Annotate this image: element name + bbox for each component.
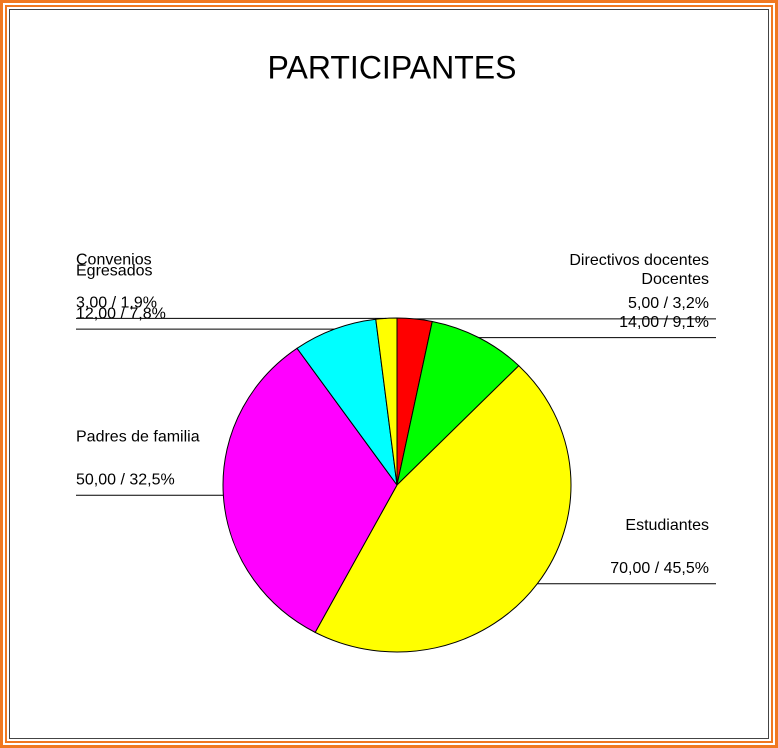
pie-slice <box>375 317 398 486</box>
category-label: Padres de familia <box>76 428 200 445</box>
inner-frame <box>5 5 773 743</box>
category-label: Directivos docentes <box>569 252 709 269</box>
value-label: 50,00 / 32,5% <box>76 471 175 488</box>
value-label: 5,00 / 3,2% <box>628 295 709 312</box>
category-label: Estudiantes <box>625 517 709 534</box>
category-label: Egresados <box>76 262 153 279</box>
pie-slice <box>396 320 520 487</box>
pie-slice <box>314 365 572 653</box>
plot-frame <box>9 9 769 739</box>
value-label: 70,00 / 45,5% <box>610 560 709 577</box>
chart-title: PARTICIPANTES <box>268 49 517 85</box>
value-label: 14,00 / 9,1% <box>619 314 709 331</box>
category-label: Convenios <box>76 252 152 269</box>
value-label: 3,00 / 1,9% <box>76 295 157 312</box>
pie-slice <box>222 347 398 634</box>
category-label: Docentes <box>641 271 709 288</box>
